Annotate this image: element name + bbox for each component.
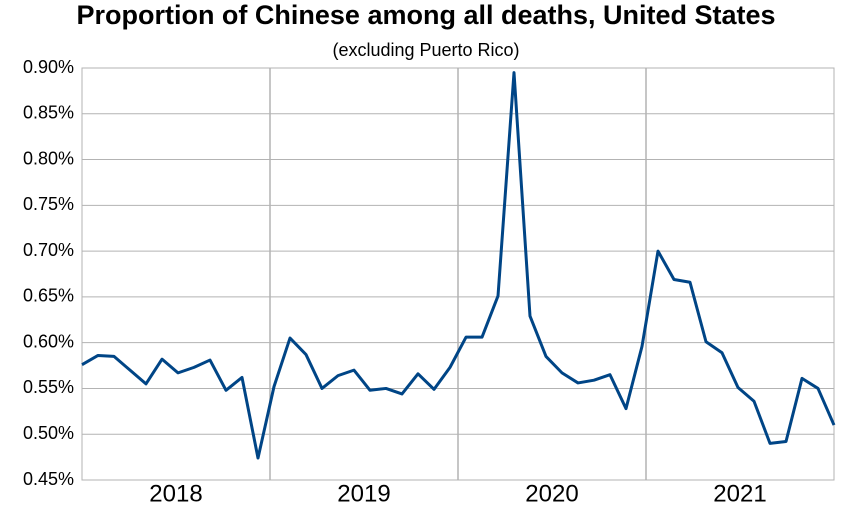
x-tick-label: 2018 xyxy=(149,480,202,507)
y-tick-label: 0.90% xyxy=(23,57,74,77)
y-tick-label: 0.85% xyxy=(23,103,74,123)
line-series xyxy=(81,71,836,460)
chart-subtitle: (excluding Puerto Rico) xyxy=(332,40,519,60)
y-tick-label: 0.60% xyxy=(23,331,74,351)
y-tick-label: 0.65% xyxy=(23,286,74,306)
y-tick-label: 0.75% xyxy=(23,194,74,214)
y-tick-label: 0.70% xyxy=(23,240,74,260)
y-tick-label: 0.80% xyxy=(23,148,74,168)
y-tick-label: 0.55% xyxy=(23,377,74,397)
y-tick-label: 0.45% xyxy=(23,469,74,489)
x-tick-label: 2020 xyxy=(525,480,578,507)
x-tick-label: 2019 xyxy=(337,480,390,507)
plot-border xyxy=(81,67,835,481)
y-tick-label: 0.50% xyxy=(23,423,74,443)
x-tick-label: 2021 xyxy=(713,480,766,507)
chart-title: Proportion of Chinese among all deaths, … xyxy=(76,0,775,30)
